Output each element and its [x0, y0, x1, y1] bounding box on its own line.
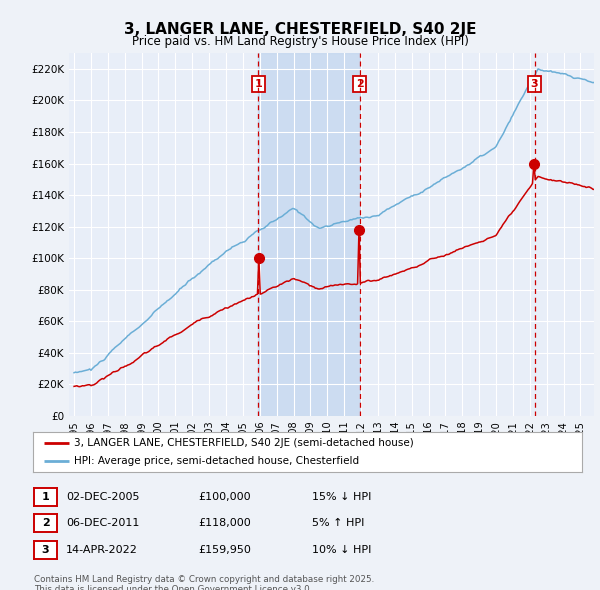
Text: 1: 1 [254, 79, 262, 89]
Text: £100,000: £100,000 [198, 492, 251, 502]
Text: 3: 3 [42, 545, 49, 555]
Text: 06-DEC-2011: 06-DEC-2011 [66, 519, 139, 528]
Text: 3, LANGER LANE, CHESTERFIELD, S40 2JE (semi-detached house): 3, LANGER LANE, CHESTERFIELD, S40 2JE (s… [74, 438, 414, 448]
Text: 2: 2 [42, 519, 49, 528]
Text: 02-DEC-2005: 02-DEC-2005 [66, 492, 139, 502]
Text: Contains HM Land Registry data © Crown copyright and database right 2025.
This d: Contains HM Land Registry data © Crown c… [34, 575, 374, 590]
Text: 15% ↓ HPI: 15% ↓ HPI [312, 492, 371, 502]
Text: 3: 3 [531, 79, 538, 89]
Text: 14-APR-2022: 14-APR-2022 [66, 545, 138, 555]
Text: Price paid vs. HM Land Registry's House Price Index (HPI): Price paid vs. HM Land Registry's House … [131, 35, 469, 48]
Text: 5% ↑ HPI: 5% ↑ HPI [312, 519, 364, 528]
Text: £118,000: £118,000 [198, 519, 251, 528]
Text: 10% ↓ HPI: 10% ↓ HPI [312, 545, 371, 555]
Text: 3, LANGER LANE, CHESTERFIELD, S40 2JE: 3, LANGER LANE, CHESTERFIELD, S40 2JE [124, 22, 476, 37]
Text: £159,950: £159,950 [198, 545, 251, 555]
Text: 1: 1 [42, 492, 49, 502]
Text: 2: 2 [356, 79, 364, 89]
Text: HPI: Average price, semi-detached house, Chesterfield: HPI: Average price, semi-detached house,… [74, 456, 359, 466]
Bar [259, 53, 359, 416]
